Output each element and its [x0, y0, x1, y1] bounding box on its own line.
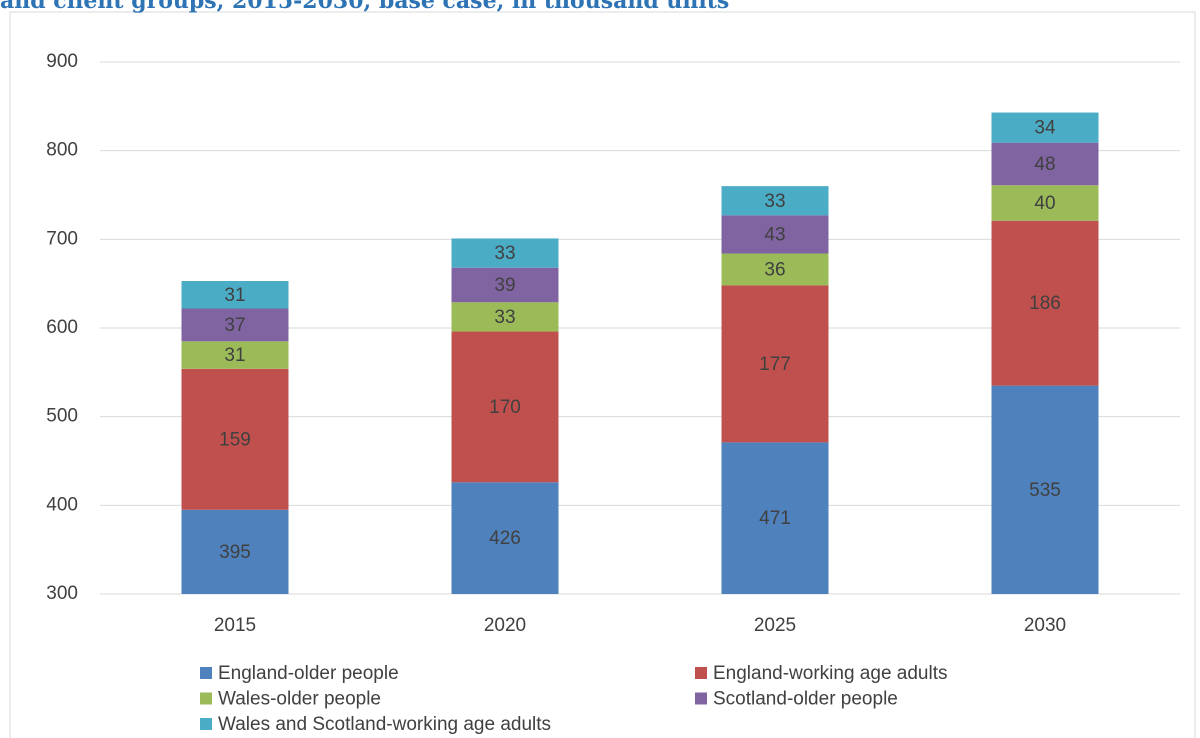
- bar-segment: [721, 253, 829, 286]
- bar-segment: [721, 186, 829, 216]
- data-label: 43: [764, 224, 785, 245]
- data-label: 170: [489, 397, 521, 418]
- bar-segment: [181, 308, 289, 342]
- x-tick-label: 2015: [214, 615, 256, 636]
- bar-segment: [721, 285, 829, 443]
- bar-segment: [991, 385, 1099, 594]
- data-label: 36: [764, 259, 785, 280]
- y-tick-label: 300: [46, 583, 78, 604]
- bar-segment: [451, 238, 559, 268]
- bar-segment: [451, 302, 559, 332]
- bar-segment: [451, 267, 559, 303]
- bar-segment: [181, 368, 289, 510]
- y-tick-label: 500: [46, 406, 78, 427]
- legend-swatch: [200, 667, 212, 679]
- bar-segment: [181, 281, 289, 309]
- data-label: 159: [219, 429, 251, 450]
- legend-label: England-working age adults: [713, 663, 948, 684]
- data-label: 177: [759, 354, 791, 375]
- y-tick-label: 800: [46, 140, 78, 161]
- bar-segment: [721, 442, 829, 594]
- bar-segment: [451, 482, 559, 594]
- legend-swatch: [200, 718, 212, 730]
- bar-segment: [721, 215, 829, 254]
- bar-segment: [991, 220, 1099, 386]
- data-label: 48: [1034, 154, 1055, 175]
- y-tick-label: 600: [46, 317, 78, 338]
- legend-swatch: [695, 667, 707, 679]
- data-label: 37: [224, 315, 245, 336]
- data-label: 33: [494, 307, 515, 328]
- bar-segment: [991, 142, 1099, 186]
- data-label: 186: [1029, 293, 1061, 314]
- y-tick-label: 400: [46, 494, 78, 515]
- data-label: 39: [494, 275, 515, 296]
- legend-label: Scotland-older people: [713, 689, 898, 710]
- data-label: 40: [1034, 193, 1055, 214]
- y-tick-label: 900: [46, 51, 78, 72]
- data-label: 31: [224, 285, 245, 306]
- data-label: 34: [1034, 118, 1056, 139]
- legend-label: Wales-older people: [218, 689, 381, 710]
- data-label: 31: [224, 345, 245, 366]
- bar-segment: [451, 331, 559, 483]
- legend-label: England-older people: [218, 663, 399, 684]
- bar-segment: [991, 112, 1099, 143]
- data-label: 33: [764, 191, 785, 212]
- y-tick-label: 700: [46, 228, 78, 249]
- legend-swatch: [200, 692, 212, 705]
- data-label: 535: [1029, 480, 1061, 501]
- chart-title: and client groups, 2015-2030, base case,…: [0, 0, 729, 14]
- bar-segment: [991, 185, 1099, 221]
- legend-swatch: [695, 692, 707, 705]
- data-label: 395: [219, 542, 251, 563]
- data-label: 426: [489, 528, 521, 549]
- bar-segment: [181, 509, 289, 594]
- bar-segment: [181, 341, 289, 369]
- x-tick-label: 2020: [484, 615, 526, 636]
- x-tick-label: 2030: [1024, 615, 1066, 636]
- data-label: 33: [494, 243, 515, 264]
- x-tick-label: 2025: [754, 615, 796, 636]
- legend-label: Wales and Scotland-working age adults: [218, 714, 551, 735]
- chart-frame: [9, 11, 1196, 738]
- data-label: 471: [759, 508, 791, 529]
